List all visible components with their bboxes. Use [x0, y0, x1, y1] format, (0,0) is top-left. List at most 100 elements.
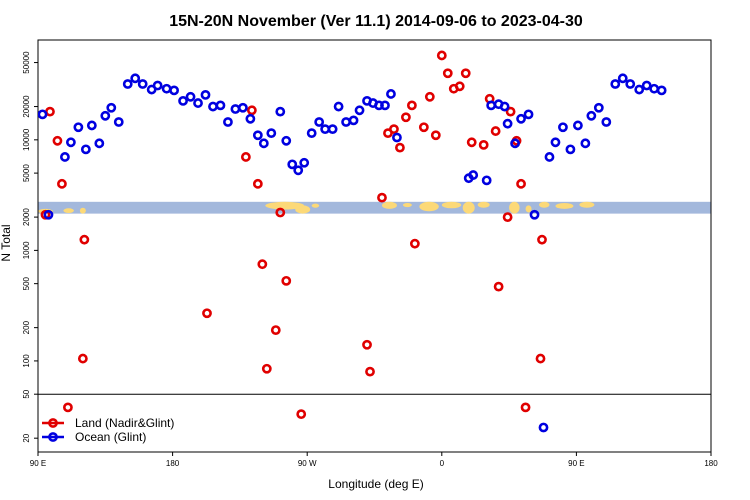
y-tick-label: 50000 — [22, 51, 31, 74]
land-point — [77, 353, 88, 364]
x-tick-label: 0 — [440, 459, 445, 468]
ocean-point — [94, 138, 105, 149]
ocean-point — [281, 135, 292, 146]
ocean-point — [258, 138, 269, 149]
ocean-point — [215, 100, 226, 111]
ocean-point — [593, 102, 604, 113]
map-land — [295, 205, 311, 214]
ocean-point — [544, 152, 555, 162]
y-tick-label: 20 — [22, 433, 31, 442]
ocean-point — [523, 109, 534, 120]
ocean-point — [327, 124, 338, 135]
ocean-point — [38, 109, 48, 120]
land-point — [406, 100, 417, 111]
ocean-point — [656, 85, 667, 96]
land-point — [502, 212, 513, 222]
ocean-point — [468, 170, 479, 180]
map-land — [419, 201, 439, 212]
ocean-point — [178, 95, 188, 106]
ocean-point — [617, 73, 628, 84]
ocean-point — [223, 117, 233, 127]
y-tick-label: 100 — [22, 354, 31, 368]
legend-item-land: Land (Nadir&Glint) — [42, 416, 174, 430]
land-point — [466, 137, 477, 148]
map-land — [477, 201, 490, 208]
ocean-point — [510, 138, 520, 149]
land-point — [377, 192, 387, 203]
ocean-point — [380, 100, 390, 111]
land-point — [275, 207, 286, 218]
ocean-point — [86, 120, 97, 131]
map-land — [63, 208, 74, 214]
ocean-point — [169, 85, 179, 96]
ocean-point — [348, 115, 359, 126]
ocean-point — [60, 152, 70, 162]
map-land — [462, 201, 475, 214]
legend: Land (Nadir&Glint) Ocean (Glint) — [42, 416, 174, 444]
ocean-point — [529, 209, 540, 220]
ocean-point — [565, 144, 576, 155]
y-tick-label: 500 — [22, 276, 31, 290]
ocean-point — [208, 101, 218, 112]
ocean-point — [516, 113, 526, 124]
map-land — [509, 201, 520, 214]
data-points — [38, 50, 667, 433]
land-point — [57, 178, 67, 189]
land-point — [418, 122, 429, 133]
ocean-point — [634, 84, 645, 95]
y-axis-label: N Total — [0, 224, 13, 261]
map-ocean — [38, 201, 711, 214]
land-point — [516, 178, 526, 189]
ocean-point — [333, 101, 344, 112]
land-point — [202, 308, 212, 319]
land-point — [45, 106, 55, 117]
ocean-point — [572, 120, 583, 131]
land-point — [240, 152, 251, 162]
x-tick-label: 90 E — [568, 459, 584, 468]
ocean-point — [275, 106, 286, 117]
legend-label-land: Land (Nadir&Glint) — [75, 416, 174, 430]
ocean-point — [43, 209, 54, 220]
land-point — [296, 409, 307, 420]
ocean-point — [80, 144, 91, 155]
ocean-point — [386, 89, 396, 99]
ocean-point — [392, 132, 402, 143]
ocean-point — [122, 79, 133, 89]
ocean-point — [601, 117, 612, 127]
ocean-point — [625, 79, 636, 89]
ocean-point — [185, 91, 196, 102]
plot-area — [37, 39, 712, 453]
ocean-point — [320, 124, 331, 135]
map-land — [525, 205, 532, 213]
land-point — [505, 106, 516, 117]
ocean-point — [558, 122, 568, 133]
x-axis: 90 E 180 90 W 0 90 E 180 — [30, 452, 718, 468]
ocean-point — [502, 118, 513, 129]
chart-title: 15N-20N November (Ver 11.1) 2014-09-06 t… — [169, 13, 583, 30]
land-point — [478, 139, 489, 150]
ocean-point — [113, 117, 124, 127]
ocean-point — [73, 122, 84, 133]
ocean-point — [306, 128, 317, 139]
ocean-point — [314, 117, 325, 127]
land-point — [257, 259, 268, 270]
land-point — [52, 135, 63, 146]
y-tick-label: 20000 — [22, 95, 31, 118]
ocean-point — [499, 101, 510, 112]
x-tick-label: 180 — [166, 459, 180, 468]
x-tick-label: 90 E — [30, 459, 46, 468]
legend-item-ocean: Ocean (Glint) — [42, 430, 146, 444]
ocean-point — [287, 159, 298, 170]
land-point — [401, 112, 411, 123]
ocean-point — [293, 165, 304, 176]
map-land — [381, 201, 397, 209]
ocean-point — [299, 157, 310, 168]
map-land — [441, 201, 462, 209]
land-point — [442, 68, 453, 79]
land-point — [252, 178, 263, 189]
land-point — [365, 366, 375, 377]
land-point — [454, 81, 465, 92]
land-point — [430, 130, 441, 141]
ocean-point — [137, 79, 148, 89]
